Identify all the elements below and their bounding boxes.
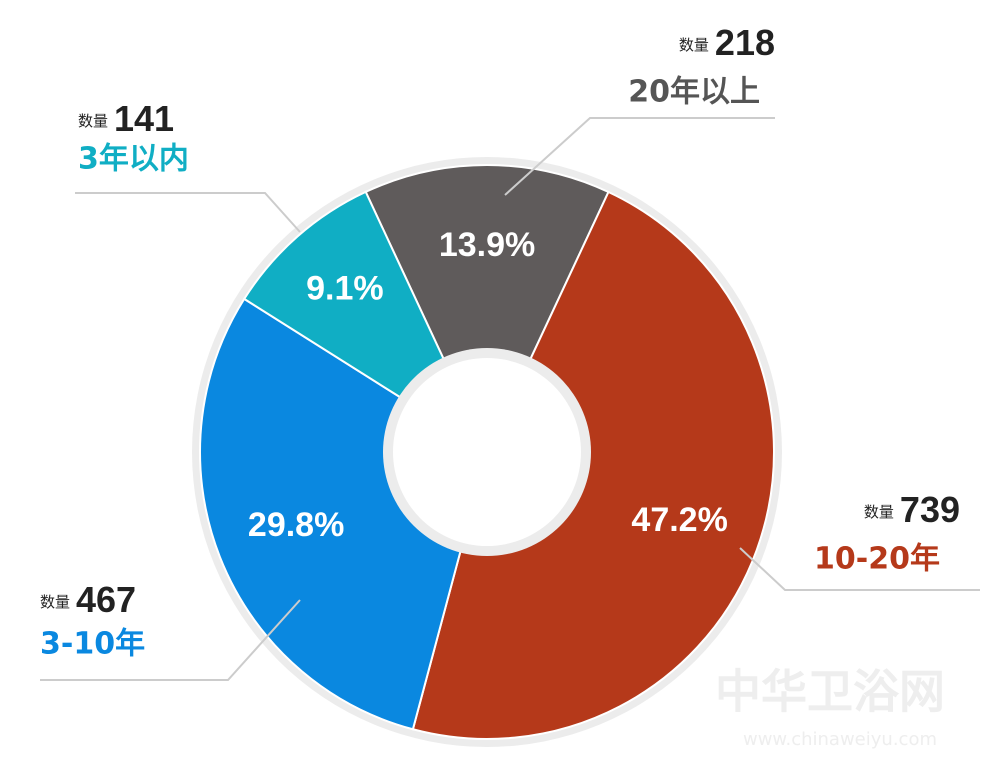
count-label: 数量 218 (679, 22, 775, 63)
leader-line (739, 547, 980, 591)
percent-label: 13.9% (439, 226, 535, 264)
percent-label: 29.8% (248, 506, 344, 544)
count-label: 数量 467 (40, 579, 136, 620)
count-value: 739 (900, 489, 960, 530)
hole (393, 358, 581, 546)
count-word: 数量 (679, 36, 709, 54)
count-value: 467 (76, 579, 136, 620)
watermark: 中华卫浴网 (715, 665, 945, 719)
category-label: 10-20年 (814, 542, 940, 577)
category-label: 3-10年 (40, 627, 145, 662)
leader-line (504, 117, 775, 196)
count-word: 数量 (864, 503, 894, 521)
percent-label: 9.1% (306, 270, 384, 308)
watermark-url: www.chinaweiyu.com (743, 729, 937, 750)
count-value: 218 (715, 22, 775, 63)
category-label: 20年以上 (628, 75, 760, 110)
category-label: 3年以内 (78, 142, 189, 177)
count-label: 数量 739 (864, 489, 960, 530)
percent-label: 47.2% (631, 501, 727, 539)
leader-line (75, 192, 301, 233)
count-word: 数量 (40, 593, 70, 611)
count-word: 数量 (78, 112, 108, 130)
count-value: 141 (114, 98, 174, 139)
count-label: 数量 141 (78, 98, 174, 139)
leader-line (40, 599, 301, 681)
